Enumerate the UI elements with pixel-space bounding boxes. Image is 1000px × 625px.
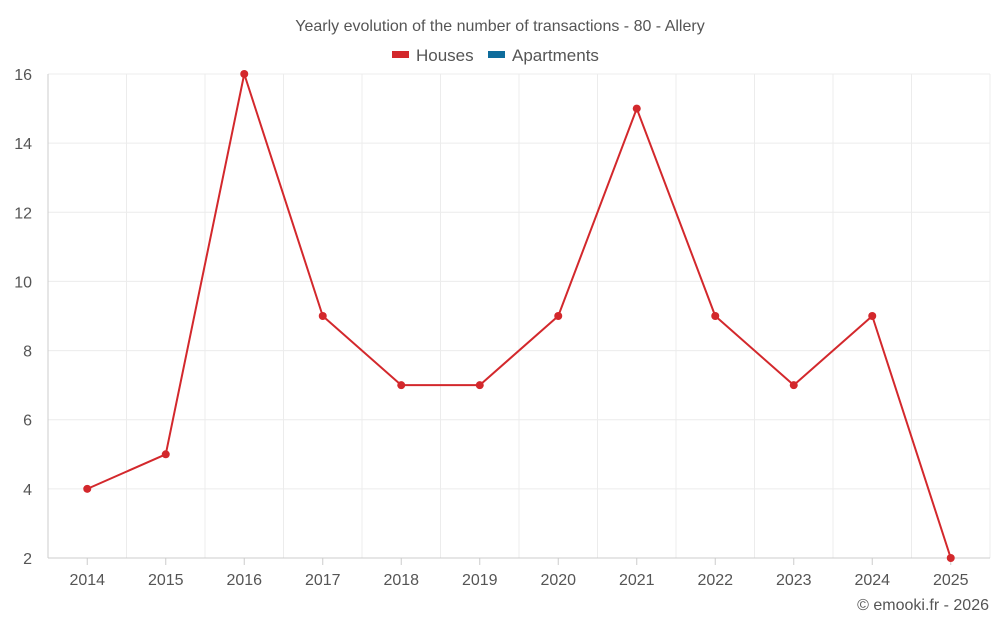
legend: Houses Apartments [392, 46, 599, 65]
y-tick-label: 6 [23, 413, 32, 430]
data-point-houses[interactable] [868, 312, 877, 320]
y-tick-label: 8 [23, 344, 32, 361]
x-tick-label: 2014 [69, 572, 105, 589]
series [83, 70, 955, 562]
x-tick-label: 2020 [540, 572, 576, 589]
data-point-houses[interactable] [632, 104, 641, 113]
legend-swatch-houses [392, 51, 409, 58]
x-axis: 2014 2015 2016 2017 2018 2019 2020 2021 2022 2023… [48, 557, 990, 589]
y-tick-label: 16 [14, 67, 32, 84]
data-point-houses[interactable] [397, 381, 406, 390]
series-line-houses [86, 73, 952, 559]
x-tick-label: 2021 [619, 572, 655, 589]
x-tick-label: 2018 [383, 572, 419, 589]
data-point-houses[interactable] [240, 70, 249, 78]
x-tick-label: 2019 [462, 572, 498, 589]
credit: © emooki.fr - 2026 [857, 597, 989, 614]
x-tick-label: 2016 [226, 572, 262, 589]
y-axis: 2 4 6 8 10 12 14 16 [14, 67, 49, 568]
data-point-houses[interactable] [789, 381, 798, 390]
legend-label-apartments: Apartments [512, 46, 599, 65]
data-point-houses[interactable] [83, 484, 92, 493]
data-point-houses[interactable] [554, 312, 563, 320]
data-point-houses[interactable] [161, 450, 170, 459]
y-tick-label: 10 [14, 274, 32, 291]
y-tick-label: 14 [14, 136, 32, 153]
legend-swatch-apartments [488, 51, 505, 58]
x-tick-label: 2025 [933, 572, 969, 589]
x-tick-label: 2015 [148, 572, 184, 589]
data-point-houses[interactable] [946, 554, 955, 562]
x-tick-label: 2022 [697, 572, 733, 589]
y-tick-label: 4 [23, 482, 32, 499]
x-tick-label: 2023 [776, 572, 812, 589]
data-point-houses[interactable] [318, 312, 327, 320]
data-point-houses[interactable] [475, 381, 484, 390]
legend-item-houses[interactable]: Houses [392, 46, 474, 65]
x-tick-label: 2017 [305, 572, 341, 589]
legend-label-houses: Houses [416, 46, 474, 65]
data-point-houses[interactable] [711, 312, 720, 320]
y-tick-label: 2 [23, 551, 32, 568]
x-tick-label: 2024 [854, 572, 890, 589]
chart-title: Yearly evolution of the number of transa… [295, 18, 704, 35]
y-tick-label: 12 [14, 205, 32, 222]
legend-item-apartments[interactable]: Apartments [488, 46, 599, 65]
grid [47, 73, 991, 558]
